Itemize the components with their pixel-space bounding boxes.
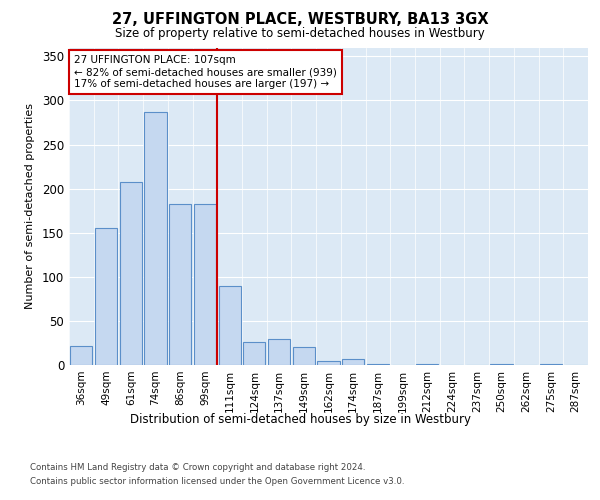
Bar <box>243 342 265 365</box>
Bar <box>145 112 167 365</box>
Bar <box>367 364 389 365</box>
Bar <box>119 182 142 365</box>
Bar <box>95 228 117 365</box>
Bar <box>317 360 340 365</box>
Bar <box>490 364 512 365</box>
Bar <box>416 364 439 365</box>
Bar <box>70 346 92 365</box>
Y-axis label: Number of semi-detached properties: Number of semi-detached properties <box>25 104 35 309</box>
Bar <box>540 364 562 365</box>
Bar <box>218 286 241 365</box>
Text: Contains HM Land Registry data © Crown copyright and database right 2024.: Contains HM Land Registry data © Crown c… <box>30 462 365 471</box>
Text: Contains public sector information licensed under the Open Government Licence v3: Contains public sector information licen… <box>30 478 404 486</box>
Text: 27, UFFINGTON PLACE, WESTBURY, BA13 3GX: 27, UFFINGTON PLACE, WESTBURY, BA13 3GX <box>112 12 488 28</box>
Bar <box>169 204 191 365</box>
Bar <box>293 348 315 365</box>
Text: Distribution of semi-detached houses by size in Westbury: Distribution of semi-detached houses by … <box>130 412 470 426</box>
Bar <box>194 204 216 365</box>
Text: 27 UFFINGTON PLACE: 107sqm
← 82% of semi-detached houses are smaller (939)
17% o: 27 UFFINGTON PLACE: 107sqm ← 82% of semi… <box>74 56 337 88</box>
Bar <box>268 338 290 365</box>
Text: Size of property relative to semi-detached houses in Westbury: Size of property relative to semi-detach… <box>115 28 485 40</box>
Bar <box>342 359 364 365</box>
